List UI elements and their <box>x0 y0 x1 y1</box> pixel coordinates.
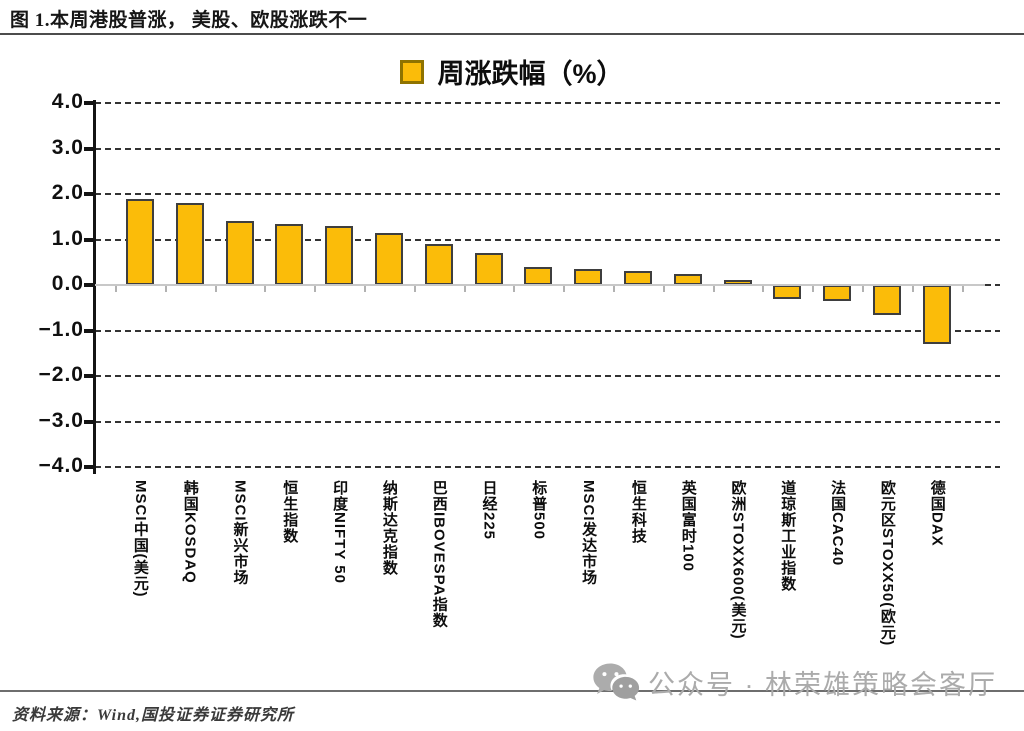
bar <box>225 221 254 285</box>
y-axis-tick <box>84 192 95 196</box>
x-category-label: 印度NIFTY 50 <box>331 480 349 584</box>
x-category-label: MSCI新兴市场 <box>231 480 249 586</box>
x-category-label: 韩国KOSDAQ <box>181 480 199 584</box>
x-axis-tick <box>413 286 416 292</box>
gridline <box>95 329 1000 332</box>
y-axis-tick <box>84 374 95 378</box>
x-axis-tick <box>613 286 615 292</box>
gridline <box>95 238 1000 241</box>
bar <box>922 285 951 345</box>
title-divider <box>0 33 1024 35</box>
legend-label: 周涨跌幅（%） <box>437 59 624 89</box>
gridline <box>95 420 1000 423</box>
x-category-label: 标普500 <box>530 480 548 541</box>
y-tick-label: 1.0 <box>51 226 84 250</box>
x-axis-tick <box>712 286 715 292</box>
bar <box>275 223 304 285</box>
x-axis-tick <box>115 286 117 292</box>
x-category-label: 道琼斯工业指数 <box>779 480 797 592</box>
x-axis-tick <box>812 286 815 292</box>
footer-divider <box>0 690 1024 692</box>
x-category-label: 德国DAX <box>928 480 946 547</box>
gridline <box>95 102 1000 104</box>
x-category-label: MSCI中国(美元) <box>131 480 149 598</box>
x-category-label: 巴西IBOVESPA指数 <box>430 480 448 629</box>
chart-legend: 周涨跌幅（%） <box>0 52 1024 91</box>
x-category-label: 恒生科技 <box>629 480 647 544</box>
bar <box>673 273 702 285</box>
y-axis-tick <box>84 237 95 242</box>
y-tick-label: 4.0 <box>51 90 84 113</box>
x-category-label: 英国富时100 <box>679 480 697 573</box>
figure-title: 图 1.本周港股普涨， 美股、欧股涨跌不一 <box>10 10 368 31</box>
y-axis-tick <box>84 328 95 333</box>
source-note: 资料来源：Wind,国投证券证券研究所 <box>12 707 294 724</box>
x-category-label: 法国CAC40 <box>829 480 847 567</box>
x-axis-tick <box>214 286 217 292</box>
y-axis-tick <box>84 283 95 287</box>
x-category-label: MSCI发达市场 <box>580 480 598 586</box>
x-category-label: 纳斯达克指数 <box>380 480 398 576</box>
x-category-label: 欧元区STOXX50(欧元) <box>878 480 896 647</box>
y-axis-tick <box>84 101 95 105</box>
zero-axis-line <box>95 284 985 286</box>
y-axis-line <box>93 100 96 474</box>
y-axis-tick <box>84 465 95 469</box>
bar <box>424 244 453 285</box>
y-tick-label: 2.0 <box>51 181 84 204</box>
y-axis-tick <box>84 146 95 151</box>
gridline <box>95 466 1000 468</box>
x-axis-tick <box>563 286 566 292</box>
bar <box>872 285 901 315</box>
y-tick-label: −3.0 <box>38 408 84 432</box>
bar <box>325 225 354 285</box>
x-axis-tick <box>762 286 765 292</box>
gridline <box>95 193 1000 195</box>
x-axis-tick <box>862 286 864 292</box>
x-axis-tick <box>264 286 267 292</box>
y-tick-label: −4.0 <box>38 454 84 477</box>
gridline <box>95 375 1000 377</box>
bar <box>374 232 403 285</box>
x-axis-tick <box>662 286 665 292</box>
x-axis-tick <box>961 286 964 292</box>
y-tick-label: −1.0 <box>38 317 84 341</box>
x-axis-tick <box>164 286 167 292</box>
bar <box>524 266 553 285</box>
x-category-label: 欧洲STOXX600(美元) <box>729 480 747 640</box>
bar <box>823 285 852 301</box>
bar <box>175 203 204 285</box>
x-category-label: 日经225 <box>480 480 498 541</box>
bar <box>574 269 603 285</box>
x-axis-tick <box>911 286 914 292</box>
x-axis-tick <box>314 286 317 292</box>
y-tick-label: 3.0 <box>51 135 84 159</box>
y-tick-label: 0.0 <box>51 272 84 295</box>
x-axis-tick <box>463 286 466 292</box>
bar <box>623 271 652 285</box>
x-axis-tick <box>364 286 366 292</box>
bar <box>474 253 503 285</box>
x-category-label: 恒生指数 <box>281 480 299 544</box>
bar <box>125 198 154 285</box>
y-tick-label: −2.0 <box>38 363 84 386</box>
legend-swatch-icon <box>400 59 425 84</box>
x-axis-tick <box>513 286 516 292</box>
bar <box>773 285 802 299</box>
y-axis-tick <box>84 419 95 424</box>
gridline <box>95 147 1000 150</box>
